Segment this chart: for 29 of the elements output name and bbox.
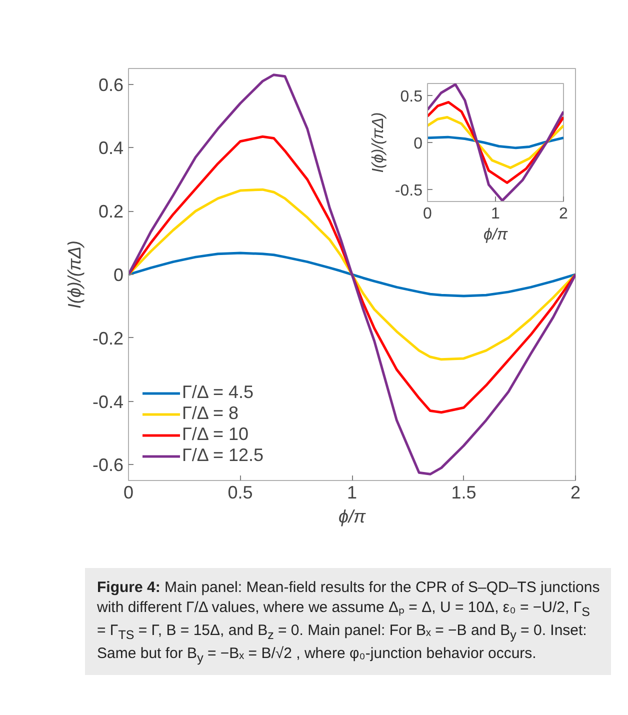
x-tick-label: 2 xyxy=(570,482,581,502)
y-axis-title: I(ϕ)/(πΔ) xyxy=(370,112,387,173)
x-tick-label: 1 xyxy=(491,206,500,222)
legend-label: Γ/Δ = 12.5 xyxy=(182,445,264,466)
y-tick-label: 0.5 xyxy=(400,88,423,106)
line-series xyxy=(428,136,564,150)
y-tick-label: -0.4 xyxy=(92,392,124,412)
text: Figure 4: Main panel: Mean-field results for the CPR of S–QD–TS junctions with different Γ/Δ values, where we assume Δₚ = Δ, U = 10Δ, ε₀ = −U/2, Γ$_{S}$ = Γ$_{TS}$ = Γ, B = 15Δ, and B$_{z}$ = 0. Main panel: For Bₓ = −B and B$_{y}$ = 0. Inset: Same but for B$_{y}$ = −Bₓ = B/√2 , where φ₀-junction behavior occurs. xyxy=(97,579,600,665)
legend-label: Γ/Δ = 8 xyxy=(182,403,238,424)
line-series xyxy=(128,252,576,298)
line-series xyxy=(128,74,576,476)
x-tick-label: 1.5 xyxy=(451,482,476,502)
y-tick-label: -0.2 xyxy=(92,328,124,348)
y-tick-label: -0.5 xyxy=(394,182,423,200)
y-tick-label: 0 xyxy=(113,265,124,285)
legend-label: Γ/Δ = 10 xyxy=(182,424,248,445)
x-axis-title: ϕ/π xyxy=(483,226,508,244)
y-tick-label: 0 xyxy=(414,136,423,152)
x-tick-label: 1 xyxy=(346,482,358,502)
y-axis-title: I(ϕ)/(πΔ) xyxy=(64,240,84,309)
x-axis-title: ϕ/π xyxy=(338,506,366,526)
y-tick-label: 0.6 xyxy=(98,74,124,95)
legend-label: Γ/Δ = 4.5 xyxy=(182,382,254,403)
line-series xyxy=(428,84,564,202)
y-tick-label: -0.6 xyxy=(92,455,124,476)
x-tick-label: 2 xyxy=(559,206,568,222)
y-tick-label: 0.4 xyxy=(98,138,124,158)
x-tick-label: 0.5 xyxy=(228,482,253,502)
y-tick-label: 0.2 xyxy=(98,202,124,222)
